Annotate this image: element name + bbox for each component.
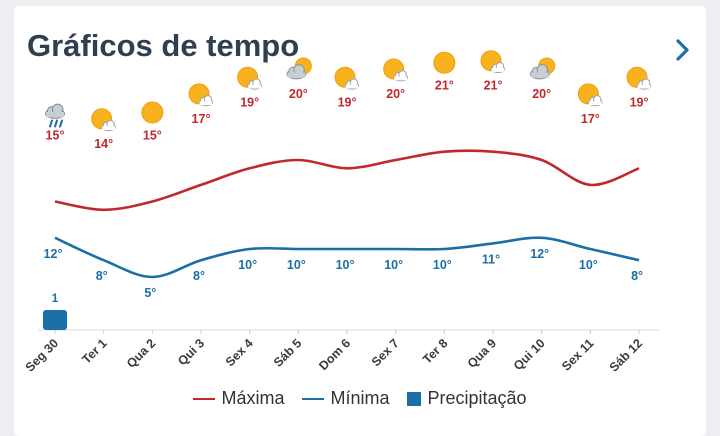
x-tick-label: Sáb 12 xyxy=(607,336,645,374)
x-tick-label: Qui 3 xyxy=(175,336,207,368)
partly-sunny-icon xyxy=(383,58,408,82)
min-temp-label: 10° xyxy=(336,258,355,272)
max-temp-label: 15° xyxy=(46,129,65,143)
x-tick-label: Qua 9 xyxy=(465,336,499,370)
partly-sunny-icon xyxy=(577,83,603,107)
max-temp-label: 20° xyxy=(386,87,405,101)
x-tick-label: Ter 1 xyxy=(79,336,109,366)
max-temp-label: 19° xyxy=(338,95,357,109)
max-temp-label: 20° xyxy=(289,87,308,101)
sun-icon xyxy=(433,51,456,74)
card-title: Gráficos de tempo xyxy=(27,28,300,63)
min-temp-line xyxy=(54,236,640,279)
rain-cloud-icon xyxy=(45,103,65,128)
max-temp-label: 20° xyxy=(532,87,551,101)
partly-sunny-icon xyxy=(480,50,506,74)
partly-sunny-icon xyxy=(188,83,214,107)
sun-icon xyxy=(141,101,164,124)
max-temp-label: 17° xyxy=(192,112,211,126)
x-tick-label: Ter 8 xyxy=(420,336,450,366)
min-temp-label: 10° xyxy=(384,258,403,272)
min-temp-label: 10° xyxy=(433,258,452,272)
x-tick-label: Qui 10 xyxy=(511,336,548,373)
min-temp-label: 8° xyxy=(193,269,205,283)
chevron-right-icon[interactable] xyxy=(668,36,696,64)
legend-item-min[interactable]: Mínima xyxy=(302,388,389,409)
min-temp-label: 5° xyxy=(144,286,156,300)
partly-sunny-icon xyxy=(626,66,652,90)
max-temp-label: 21° xyxy=(435,79,454,93)
min-temp-label: 8° xyxy=(631,269,643,283)
cloudy-sun-icon xyxy=(529,57,556,80)
legend-swatch-max xyxy=(193,397,216,400)
partly-sunny-icon xyxy=(237,66,262,90)
x-tick-label: Sex 4 xyxy=(223,336,256,369)
x-tick-label: Sáb 5 xyxy=(271,336,305,370)
weather-charts-card: Gráficos de tempo 15° 12° 1 Seg 30 14° 8° Ter … xyxy=(14,6,706,436)
min-temp-label: 12° xyxy=(44,247,63,261)
legend-label-precip: Precipitação xyxy=(427,388,527,408)
legend-swatch-min xyxy=(302,397,325,400)
weather-chart: 15° 12° 1 Seg 30 14° 8° Ter 1 15° 5° Qua 2 17° 8° Qu… xyxy=(23,50,660,375)
max-temp-line xyxy=(54,149,640,212)
max-temp-label: 19° xyxy=(630,95,649,109)
partly-sunny-icon xyxy=(91,108,116,132)
precip-label: 1 xyxy=(52,291,59,305)
x-tick-label: Qua 2 xyxy=(124,336,158,370)
legend-label-min: Mínima xyxy=(330,388,390,408)
chart-legend: Máxima Mínima Precipitação xyxy=(14,388,706,409)
max-temp-label: 15° xyxy=(143,129,162,143)
precip-bar xyxy=(43,310,67,330)
legend-item-max[interactable]: Máxima xyxy=(193,388,284,409)
max-temp-label: 17° xyxy=(581,112,600,126)
min-temp-label: 8° xyxy=(96,269,108,283)
legend-label-max: Máxima xyxy=(221,388,285,408)
legend-swatch-precip xyxy=(407,391,422,406)
max-temp-label: 21° xyxy=(484,79,503,93)
x-tick-label: Sex 7 xyxy=(369,336,402,369)
partly-sunny-icon xyxy=(334,66,360,90)
max-temp-label: 19° xyxy=(240,95,259,109)
min-temp-label: 10° xyxy=(287,258,306,272)
min-temp-label: 10° xyxy=(238,258,257,272)
x-tick-label: Seg 30 xyxy=(23,336,61,374)
min-temp-label: 10° xyxy=(579,258,598,272)
x-tick-label: Dom 6 xyxy=(316,336,353,373)
min-temp-label: 12° xyxy=(530,247,549,261)
x-tick-label: Sex 11 xyxy=(559,336,596,373)
legend-item-precip[interactable]: Precipitação xyxy=(407,388,527,409)
min-temp-label: 11° xyxy=(482,252,500,266)
cloudy-sun-icon xyxy=(286,57,312,80)
max-temp-label: 14° xyxy=(94,137,113,151)
